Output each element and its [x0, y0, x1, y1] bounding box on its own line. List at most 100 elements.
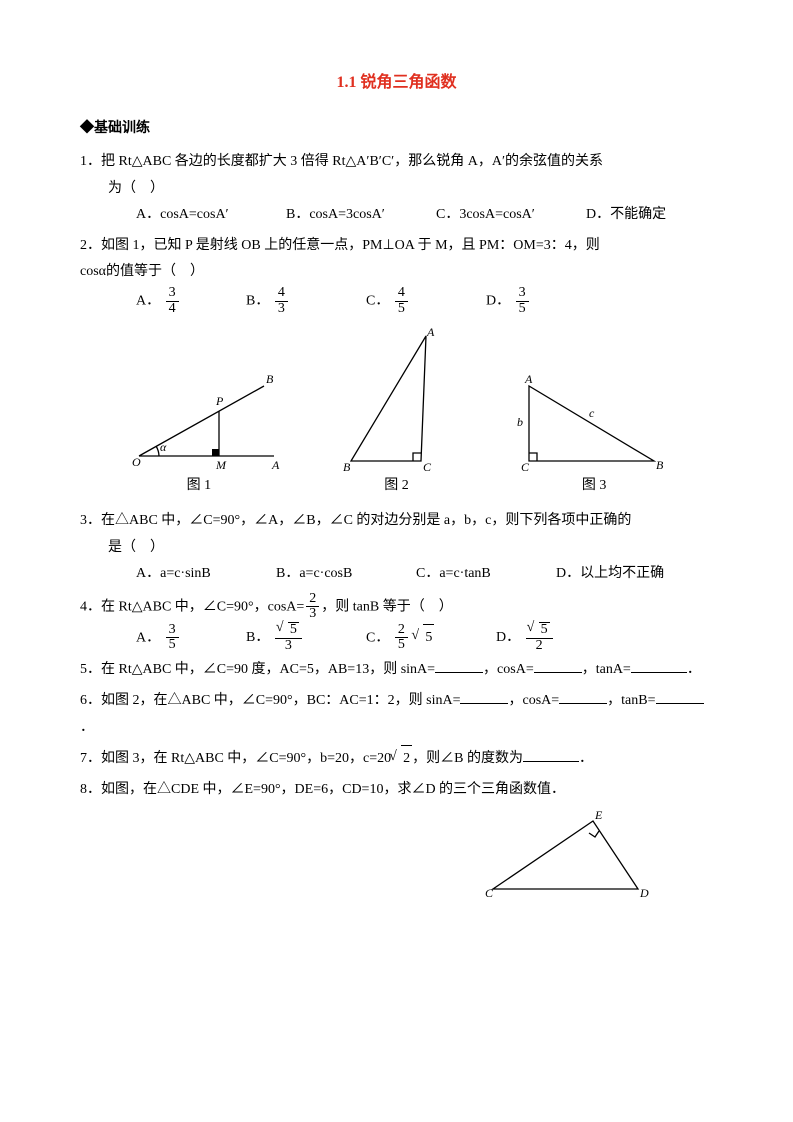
q4-a-frac: 35	[164, 623, 181, 653]
q3-opt-b: B．a=c·cosB	[276, 561, 416, 588]
q4-a-label: A．	[136, 630, 160, 645]
q4-opt-d: D． 52	[496, 622, 555, 653]
q7-pre: 7．如图 3，在 Rt△ABC 中，∠C=90°，b=20，c=20	[80, 751, 391, 766]
q2-stem-l2: cosα的值等于（ ）	[80, 259, 713, 286]
q4-stem-pre: 4．在 Rt△ABC 中，∠C=90°，cosA=	[80, 599, 304, 614]
f3-c: c	[589, 406, 595, 420]
q5-blank-1	[435, 658, 483, 673]
fig3-label: 图 3	[495, 473, 693, 500]
q3-opt-c: C．a=c·tanB	[416, 561, 556, 588]
q4-options: A． 35 B． 53 C． 25 5 D． 52	[80, 622, 713, 653]
question-3: 3．在△ABC 中，∠C=90°，∠A，∠B，∠C 的对边分别是 a，b，c，则…	[80, 508, 713, 588]
question-5: 5．在 Rt△ABC 中，∠C=90 度，AC=5，AB=13，则 sinA= ，…	[80, 657, 713, 684]
figure-4: C D E	[483, 809, 653, 899]
figure-1: O M A B P α	[124, 361, 284, 471]
f3-B: B	[656, 458, 664, 471]
q4-stem-den: 3	[306, 607, 319, 622]
q3-options: A．a=c·sinB B．a=c·cosB C．a=c·tanB D．以上均不正…	[80, 561, 713, 588]
f3-A: A	[524, 372, 533, 386]
q2-d-frac: 35	[514, 286, 531, 316]
q5-post: ．	[687, 662, 701, 677]
q4-opt-c: C． 25 5	[366, 623, 496, 653]
q7-sqrt: 2	[391, 745, 412, 773]
q6-blank-1	[460, 689, 508, 704]
q3-stem-l1: 3．在△ABC 中，∠C=90°，∠A，∠B，∠C 的对边分别是 a，b，c，则…	[80, 508, 713, 535]
q2-options: A． 34 B． 43 C． 45 D． 35	[80, 286, 713, 316]
q4-d-den: 2	[526, 639, 553, 654]
q5-pre: 5．在 Rt△ABC 中，∠C=90 度，AC=5，AB=13，则 sinA=	[80, 662, 435, 677]
q6-blank-2	[559, 689, 607, 704]
q2-c-label: C．	[366, 293, 389, 308]
q2-d-num: 3	[516, 286, 529, 302]
f1-O: O	[132, 455, 141, 469]
q4-d-sqrt: 5	[529, 622, 550, 638]
q2-stem-l1: 2．如图 1，已知 P 是射线 OB 上的任意一点，PM⊥OA 于 M，且 PM…	[80, 233, 713, 260]
f4-E: E	[594, 809, 603, 822]
question-6: 6．如图 2，在△ABC 中，∠C=90°，BC：AC=1：2，则 sinA= ，…	[80, 688, 713, 741]
question-8: 8．如图，在△CDE 中，∠E=90°，DE=6，CD=10，求∠D 的三个三角…	[80, 777, 713, 804]
q2-c-frac: 45	[393, 286, 410, 316]
q4-stem-post: ，则 tanB 等于（ ）	[321, 599, 452, 614]
q4-b-rad: 5	[288, 622, 299, 638]
q1-stem-l1: 1．把 Rt△ABC 各边的长度都扩大 3 倍得 Rt△A′B′C′，那么锐角 …	[80, 149, 713, 176]
q2-a-frac: 34	[164, 286, 181, 316]
q4-d-rad: 5	[539, 622, 550, 638]
q4-a-num: 3	[166, 623, 179, 639]
q7-mid: ，则∠B 的度数为	[412, 751, 523, 766]
f4-D: D	[639, 886, 649, 899]
q5-mid2: ，tanA=	[582, 662, 631, 677]
q4-c-frac: 25	[393, 623, 410, 653]
f1-M: M	[215, 458, 227, 471]
q4-b-frac: 53	[273, 622, 304, 653]
q3-opt-d: D．以上均不正确	[556, 561, 664, 588]
question-1: 1．把 Rt△ABC 各边的长度都扩大 3 倍得 Rt△A′B′C′，那么锐角 …	[80, 149, 713, 229]
q4-b-sqrt: 5	[278, 622, 299, 638]
f1-A: A	[271, 458, 280, 471]
q4-stem-frac: 23	[304, 592, 321, 622]
q4-b-den: 3	[275, 639, 302, 654]
f2-C: C	[423, 460, 432, 471]
q4-d-label: D．	[496, 630, 520, 645]
q1-opt-a: A．cosA=cosA′	[136, 202, 286, 229]
figure-2: A B C	[331, 326, 461, 471]
q2-opt-b: B． 43	[246, 286, 366, 316]
question-2: 2．如图 1，已知 P 是射线 OB 上的任意一点，PM⊥OA 于 M，且 PM…	[80, 233, 713, 317]
q3-opt-a: A．a=c·sinB	[136, 561, 276, 588]
q6-pre: 6．如图 2，在△ABC 中，∠C=90°，BC：AC=1：2，则 sinA=	[80, 693, 460, 708]
q6-blank-3	[656, 689, 704, 704]
q6-mid1: ，cosA=	[508, 693, 559, 708]
q1-options: A．cosA=cosA′ B．cosA=3cosA′ C．3cosA=cosA′…	[80, 202, 713, 229]
q2-a-den: 4	[166, 302, 179, 317]
q7-rad: 2	[401, 745, 412, 773]
q4-c-den: 5	[395, 638, 408, 653]
q3-stem-l2: 是（ ）	[80, 535, 713, 562]
q1-opt-d: D．不能确定	[586, 202, 666, 229]
q2-opt-a: A． 34	[136, 286, 246, 316]
fig2-label: 图 2	[298, 473, 496, 500]
f1-alpha: α	[160, 440, 167, 454]
fig1-label: 图 1	[100, 473, 298, 500]
q4-opt-a: A． 35	[136, 623, 246, 653]
question-4: 4．在 Rt△ABC 中，∠C=90°，cosA=23，则 tanB 等于（ ）…	[80, 592, 713, 654]
q7-blank	[523, 747, 579, 762]
q7-post: ．	[579, 751, 593, 766]
f2-A: A	[426, 326, 435, 339]
f3-C: C	[521, 460, 530, 471]
figure-row: O M A B P α A B C A B C b c	[100, 326, 693, 471]
figure-labels: 图 1 图 2 图 3	[100, 473, 693, 500]
q4-c-rad: 5	[423, 624, 434, 652]
q2-b-label: B．	[246, 293, 269, 308]
q1-stem-l2: 为（ ）	[80, 176, 713, 203]
q6-mid2: ，tanB=	[607, 693, 655, 708]
q4-stem-num: 2	[306, 592, 319, 608]
q5-blank-3	[631, 658, 687, 673]
q2-a-num: 3	[166, 286, 179, 302]
q2-opt-c: C． 45	[366, 286, 486, 316]
q4-c-num: 2	[395, 623, 408, 639]
q4-c-sqrt: 5	[413, 624, 434, 652]
q4-c-label: C．	[366, 630, 389, 645]
q2-a-label: A．	[136, 293, 160, 308]
page-title: 1.1 锐角三角函数	[80, 68, 713, 98]
f4-C: C	[485, 886, 494, 899]
q2-c-den: 5	[395, 302, 408, 317]
